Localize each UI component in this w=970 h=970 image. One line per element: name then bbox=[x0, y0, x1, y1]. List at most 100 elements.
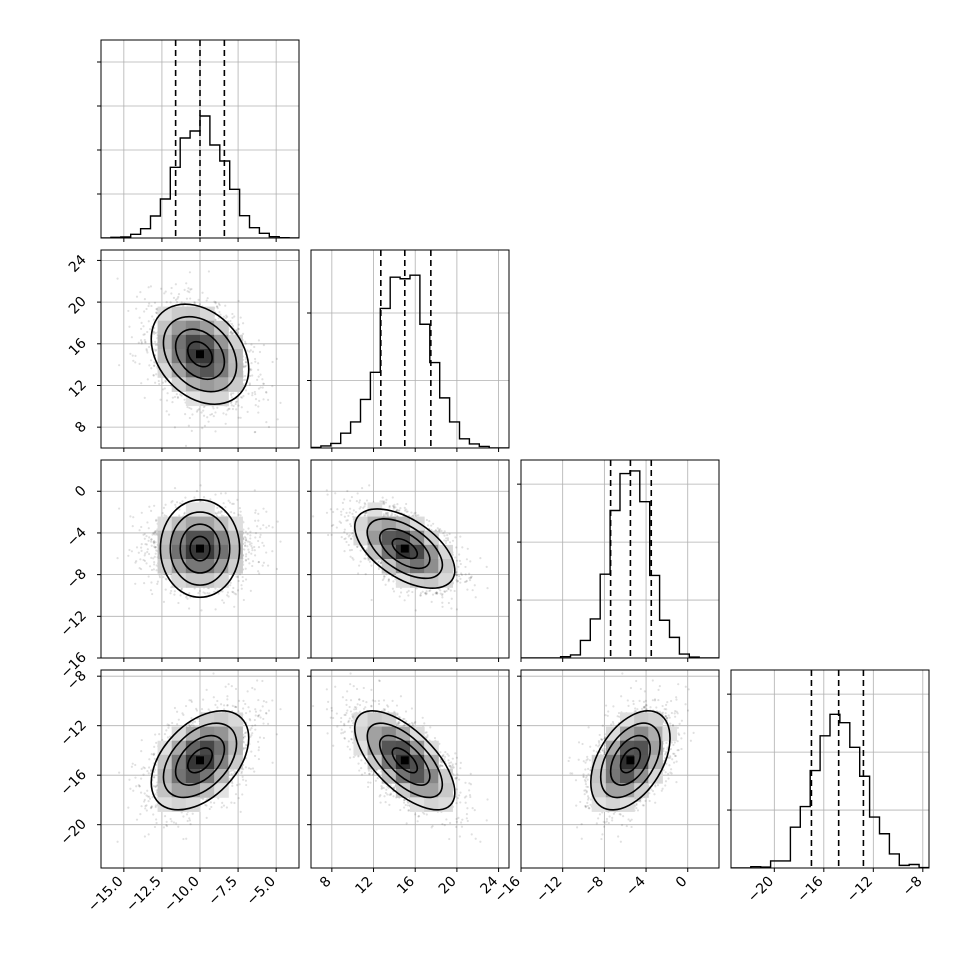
sample-point bbox=[153, 301, 157, 304]
sample-point bbox=[382, 501, 385, 504]
contour-0 bbox=[189, 535, 211, 562]
sample-point bbox=[134, 361, 137, 364]
sample-point bbox=[249, 589, 252, 592]
sample-point bbox=[188, 416, 191, 420]
sample-point bbox=[407, 589, 410, 592]
sample-point bbox=[261, 564, 264, 567]
sample-point bbox=[271, 550, 274, 553]
sample-point bbox=[410, 511, 413, 514]
sample-point bbox=[193, 587, 196, 590]
sample-point bbox=[227, 499, 230, 502]
sample-point bbox=[217, 592, 220, 595]
sample-point bbox=[180, 588, 183, 591]
sample-point bbox=[129, 515, 132, 518]
sample-point bbox=[271, 385, 274, 388]
sample-point bbox=[154, 519, 158, 522]
sample-point bbox=[246, 540, 250, 543]
sample-point bbox=[165, 578, 168, 581]
sample-point bbox=[303, 538, 305, 540]
sample-point bbox=[244, 544, 247, 547]
sample-point bbox=[216, 506, 219, 510]
sample-point bbox=[148, 565, 152, 568]
sample-point bbox=[463, 580, 467, 584]
sample-point bbox=[202, 591, 205, 594]
sample-point bbox=[154, 343, 157, 347]
sample-point bbox=[254, 511, 257, 514]
sample-point bbox=[201, 291, 204, 294]
sample-point bbox=[349, 499, 352, 502]
sample-point bbox=[156, 580, 160, 583]
sample-point bbox=[254, 404, 257, 407]
sample-point bbox=[143, 554, 146, 557]
sample-point bbox=[174, 283, 177, 286]
sample-point bbox=[225, 413, 228, 416]
hist-panel-0 bbox=[97, 39, 300, 242]
sample-point bbox=[143, 559, 147, 562]
sample-point bbox=[171, 500, 174, 503]
sample-point bbox=[184, 496, 187, 499]
sample-point bbox=[232, 591, 235, 594]
density-bin bbox=[171, 349, 187, 364]
sample-point bbox=[247, 548, 250, 551]
sample-point bbox=[230, 396, 233, 399]
sample-point bbox=[256, 378, 259, 381]
sample-point bbox=[201, 427, 204, 430]
sample-point bbox=[224, 492, 227, 495]
sample-point bbox=[156, 582, 159, 585]
sample-point bbox=[183, 288, 186, 291]
sample-point bbox=[197, 592, 200, 595]
sample-point bbox=[257, 560, 261, 564]
sample-point bbox=[229, 581, 232, 584]
sample-point bbox=[244, 361, 248, 364]
sample-point bbox=[229, 584, 232, 587]
sample-point bbox=[248, 540, 251, 544]
sample-point bbox=[203, 592, 207, 595]
sample-point bbox=[360, 487, 364, 490]
sample-point bbox=[231, 316, 234, 319]
sample-point bbox=[250, 343, 253, 346]
sample-point bbox=[242, 332, 245, 335]
sample-point bbox=[246, 545, 249, 548]
sample-point bbox=[455, 573, 458, 577]
sample-point bbox=[165, 301, 168, 304]
sample-point bbox=[188, 592, 191, 595]
contour-2 bbox=[162, 315, 238, 393]
sample-point bbox=[251, 549, 254, 552]
sample-point bbox=[214, 587, 217, 590]
sample-point bbox=[169, 592, 172, 595]
sample-point bbox=[266, 564, 270, 567]
sample-point bbox=[189, 297, 192, 300]
histogram-1 bbox=[311, 274, 509, 448]
sample-point bbox=[212, 407, 215, 410]
density-bin bbox=[214, 544, 229, 560]
sample-point bbox=[206, 297, 209, 300]
sample-point bbox=[198, 589, 201, 593]
sample-point bbox=[265, 510, 268, 513]
sample-point bbox=[245, 358, 248, 361]
sample-point bbox=[130, 550, 133, 553]
sample-point bbox=[190, 407, 193, 411]
contour-1 bbox=[179, 523, 221, 574]
sample-point bbox=[222, 502, 225, 505]
sample-point bbox=[249, 534, 252, 537]
sample-point bbox=[155, 549, 158, 552]
sample-point bbox=[226, 591, 230, 594]
sample-point bbox=[234, 593, 238, 596]
sample-point bbox=[251, 374, 254, 377]
sample-point bbox=[150, 556, 153, 560]
sample-point bbox=[144, 543, 147, 546]
sample-point bbox=[253, 431, 256, 434]
sample-point bbox=[216, 512, 219, 515]
sample-point bbox=[246, 533, 249, 536]
density-bin bbox=[157, 320, 173, 336]
sample-point bbox=[149, 285, 153, 288]
sample-point bbox=[151, 533, 154, 536]
sample-point bbox=[225, 314, 228, 317]
sample-point bbox=[154, 381, 157, 384]
sample-point bbox=[262, 507, 265, 510]
sample-point bbox=[169, 301, 172, 304]
sample-point bbox=[276, 418, 279, 421]
sample-point bbox=[178, 514, 181, 517]
sample-point bbox=[242, 394, 245, 398]
